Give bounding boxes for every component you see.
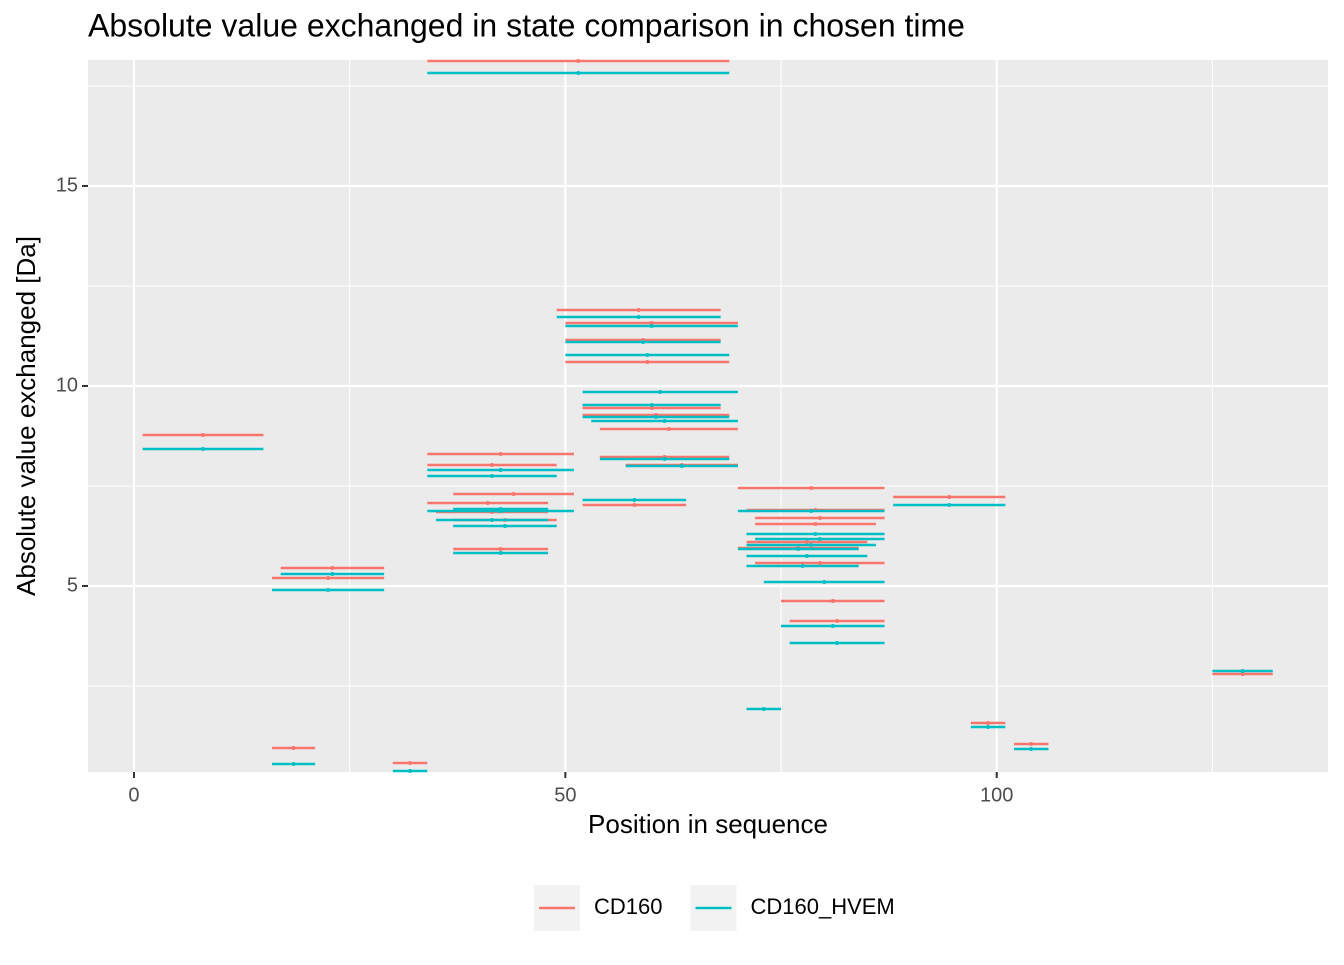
segment-midpoint	[632, 498, 637, 502]
segment-midpoint	[835, 619, 840, 623]
segment-midpoint	[986, 721, 991, 725]
segment-midpoint	[291, 762, 296, 766]
segment-midpoint	[291, 746, 296, 750]
segment-midpoint	[804, 540, 809, 544]
segment-midpoint	[817, 561, 822, 565]
segment-midpoint	[649, 406, 654, 410]
segment-midpoint	[636, 315, 641, 319]
segment-midpoint	[796, 547, 801, 551]
segment-midpoint	[498, 507, 503, 511]
segment-midpoint	[498, 468, 503, 472]
segment-midpoint	[649, 321, 654, 325]
segment-midpoint	[408, 769, 413, 773]
segment-midpoint	[835, 641, 840, 645]
segment-midpoint	[830, 599, 835, 603]
segment-midpoint	[817, 516, 822, 520]
segment-midpoint	[576, 59, 581, 63]
segment-midpoint	[490, 463, 495, 467]
segment-midpoint	[485, 501, 490, 505]
segment-midpoint	[645, 360, 650, 364]
segment-midpoint	[649, 324, 654, 328]
segment-midpoint	[822, 580, 827, 584]
chart-title: Absolute value exchanged in state compar…	[88, 7, 965, 43]
segment-midpoint	[679, 464, 684, 468]
y-tick-label: 10	[56, 374, 78, 396]
segment-midpoint	[761, 707, 766, 711]
segment-midpoint	[658, 390, 663, 394]
segment-midpoint	[662, 419, 667, 423]
segment-midpoint	[1029, 742, 1034, 746]
segment-midpoint	[498, 551, 503, 555]
segment-midpoint	[201, 433, 206, 437]
segment-midpoint	[813, 522, 818, 526]
segment-midpoint	[326, 576, 331, 580]
segment-midpoint	[809, 486, 814, 490]
segment-midpoint	[498, 547, 503, 551]
segment-midpoint	[201, 447, 206, 451]
x-tick-label: 0	[128, 784, 139, 806]
segment-midpoint	[830, 624, 835, 628]
segment-midpoint	[645, 353, 650, 357]
legend-label: CD160_HVEM	[750, 894, 894, 919]
y-tick-label: 15	[56, 174, 78, 196]
segment-midpoint	[511, 492, 516, 496]
y-tick-label: 5	[67, 574, 78, 596]
segment-midpoint	[1240, 669, 1245, 673]
segment-midpoint	[1240, 672, 1245, 676]
segment-midpoint	[986, 725, 991, 729]
segment-midpoint	[649, 403, 654, 407]
segment-midpoint	[490, 474, 495, 478]
segment-midpoint	[662, 457, 667, 461]
segment-midpoint	[576, 71, 581, 75]
segment-midpoint	[636, 308, 641, 312]
segment-midpoint	[947, 503, 952, 507]
segment-midpoint	[640, 340, 645, 344]
segment-midpoint	[408, 761, 413, 765]
segment-midpoint	[330, 566, 335, 570]
x-axis-label: Position in sequence	[588, 809, 828, 839]
segment-midpoint	[809, 509, 814, 513]
segment-midpoint	[502, 524, 507, 528]
segment-midpoint	[947, 495, 952, 499]
y-axis-label: Absolute value exchanged [Da]	[11, 236, 41, 596]
x-tick-label: 100	[980, 784, 1013, 806]
segment-midpoint	[1029, 747, 1034, 751]
segment-midpoint	[330, 572, 335, 576]
segment-midpoint	[666, 427, 671, 431]
segment-midpoint	[653, 415, 658, 419]
segment-midpoint	[813, 532, 818, 536]
segment-midpoint	[809, 543, 814, 547]
segment-midpoint	[804, 554, 809, 558]
segment-midpoint	[817, 537, 822, 541]
segment-midpoint	[800, 564, 805, 568]
segment-midpoint	[326, 588, 331, 592]
segment-midpoint	[632, 503, 637, 507]
x-tick-label: 50	[554, 784, 576, 806]
segment-midpoint	[490, 518, 495, 522]
segment-midpoint	[498, 452, 503, 456]
legend-label: CD160	[594, 894, 662, 919]
